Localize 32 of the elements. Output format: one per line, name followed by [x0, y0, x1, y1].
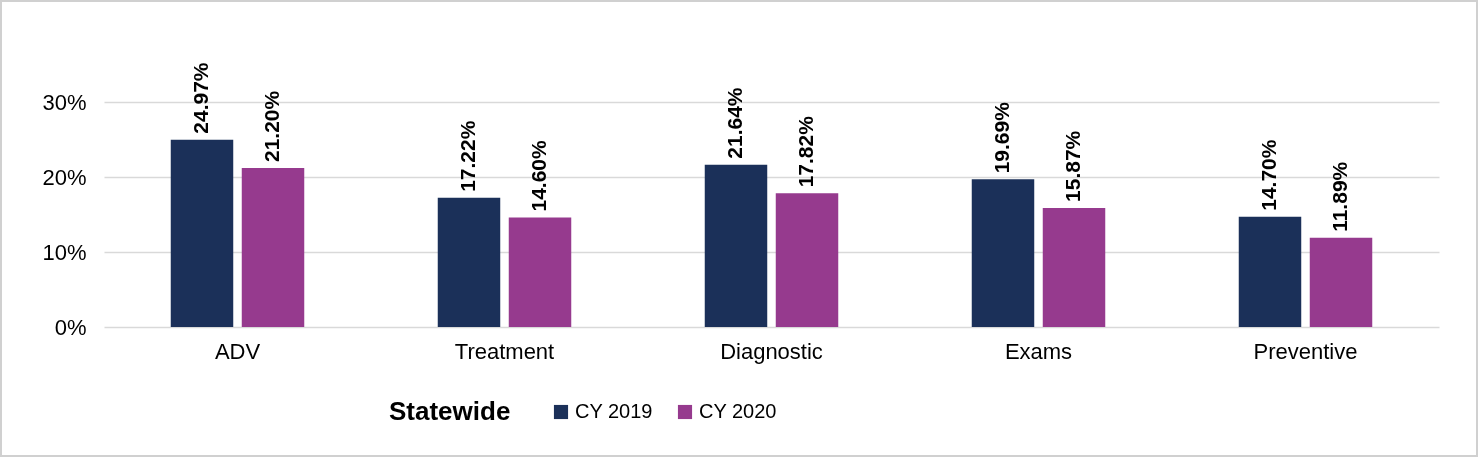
x-tick-label: Diagnostic — [720, 338, 823, 364]
data-label: 15.87% — [1061, 130, 1085, 202]
bar — [170, 139, 234, 327]
bar — [508, 217, 572, 327]
bar — [704, 164, 768, 327]
data-label: 14.70% — [1256, 139, 1280, 211]
y-tick-label: 10% — [42, 239, 87, 265]
data-label: 11.89% — [1328, 161, 1352, 232]
legend-label: CY 2020 — [699, 400, 777, 422]
bar — [1309, 237, 1373, 327]
data-label: 17.82% — [794, 115, 818, 188]
x-tick-label: Preventive — [1253, 338, 1358, 364]
x-tick-label: Treatment — [454, 338, 555, 364]
data-label: 21.20% — [260, 90, 284, 162]
bar — [971, 179, 1035, 327]
data-label: 17.22% — [455, 120, 479, 192]
legend-title: Statewide — [389, 396, 511, 426]
x-tick-label: ADV — [214, 338, 261, 364]
data-label: 14.60% — [527, 139, 551, 212]
data-label: 21.64% — [722, 87, 746, 159]
legend-label: CY 2019 — [575, 400, 653, 422]
data-label: 24.97% — [188, 62, 212, 134]
bar — [1238, 216, 1302, 327]
bar — [1042, 207, 1106, 327]
bar — [437, 197, 501, 327]
y-tick-label: 20% — [42, 164, 87, 190]
y-tick-label: 30% — [42, 89, 87, 115]
y-tick-label: 0% — [54, 314, 87, 340]
bar — [241, 168, 305, 327]
bar — [775, 193, 839, 327]
data-label: 19.69% — [989, 101, 1013, 174]
x-tick-label: Exams — [1004, 338, 1073, 364]
